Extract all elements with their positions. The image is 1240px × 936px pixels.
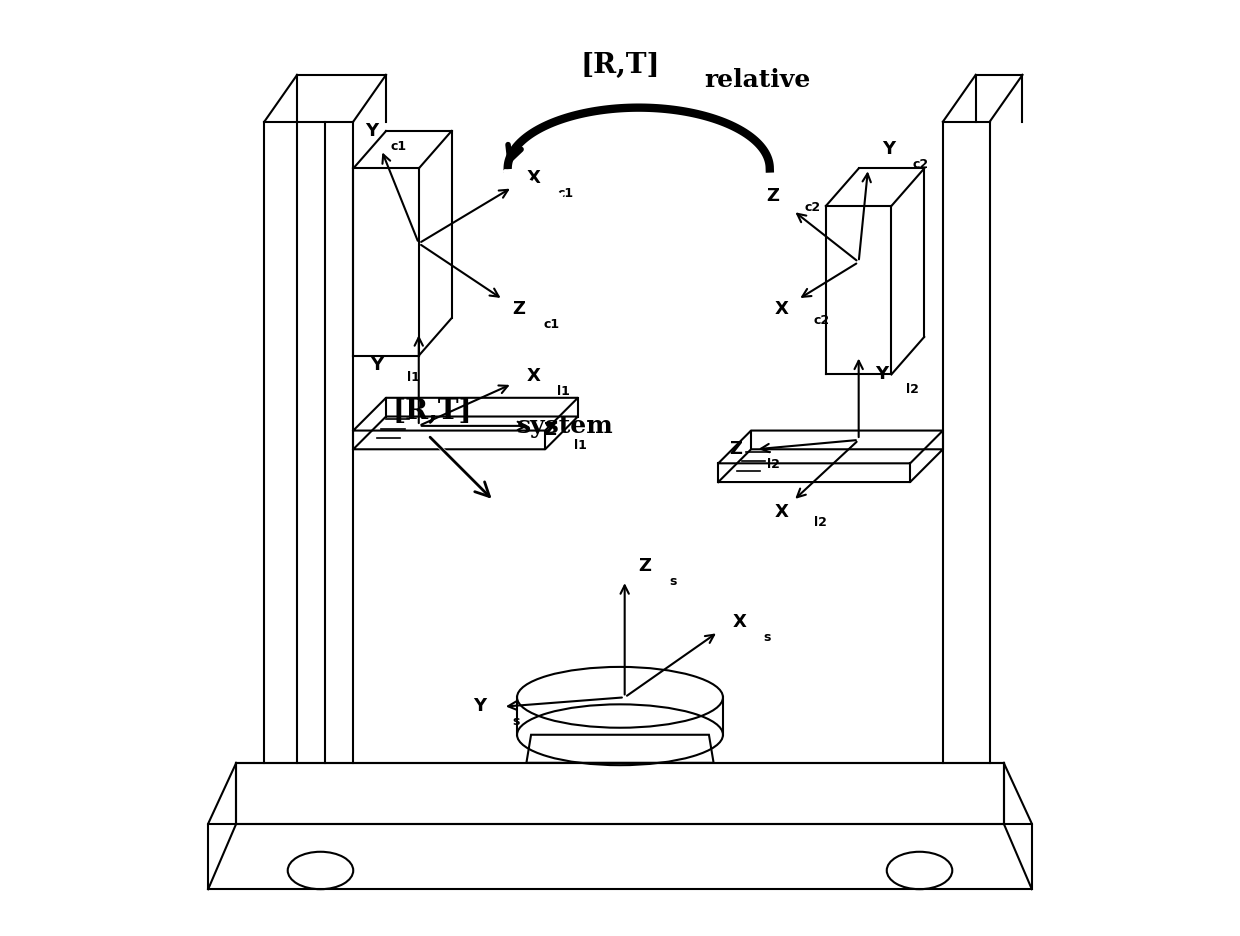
- Text: s: s: [512, 715, 520, 728]
- Text: c1: c1: [557, 186, 573, 199]
- Text: l1: l1: [407, 371, 419, 384]
- Text: X: X: [775, 503, 789, 520]
- Text: Y: Y: [472, 697, 486, 715]
- Text: l2: l2: [813, 516, 827, 529]
- Text: l2: l2: [906, 383, 919, 396]
- Text: c2: c2: [913, 158, 929, 171]
- Text: Z: Z: [543, 421, 556, 439]
- Text: l1: l1: [574, 439, 587, 452]
- Text: Y: Y: [882, 140, 895, 158]
- Text: s: s: [763, 631, 770, 644]
- Text: X: X: [527, 367, 541, 385]
- Text: [R,T]: [R,T]: [393, 399, 472, 425]
- Text: Z: Z: [729, 440, 742, 458]
- Text: system: system: [517, 414, 614, 438]
- Text: Y: Y: [875, 365, 889, 383]
- Text: l2: l2: [768, 458, 780, 471]
- Text: Y: Y: [366, 122, 378, 139]
- Text: X: X: [733, 613, 746, 631]
- Text: c1: c1: [543, 317, 559, 330]
- Text: Z: Z: [639, 557, 651, 575]
- Text: relative: relative: [704, 67, 811, 92]
- Text: s: s: [670, 575, 677, 588]
- Text: Z: Z: [512, 300, 526, 317]
- Text: Z: Z: [766, 187, 779, 205]
- Text: Y: Y: [370, 356, 383, 373]
- Text: X: X: [527, 168, 541, 186]
- Text: [R,T]: [R,T]: [580, 52, 660, 79]
- Text: c2: c2: [813, 314, 830, 327]
- Text: l1: l1: [557, 385, 570, 398]
- Text: c2: c2: [805, 200, 821, 213]
- Text: X: X: [775, 300, 789, 318]
- Text: c1: c1: [391, 139, 407, 153]
